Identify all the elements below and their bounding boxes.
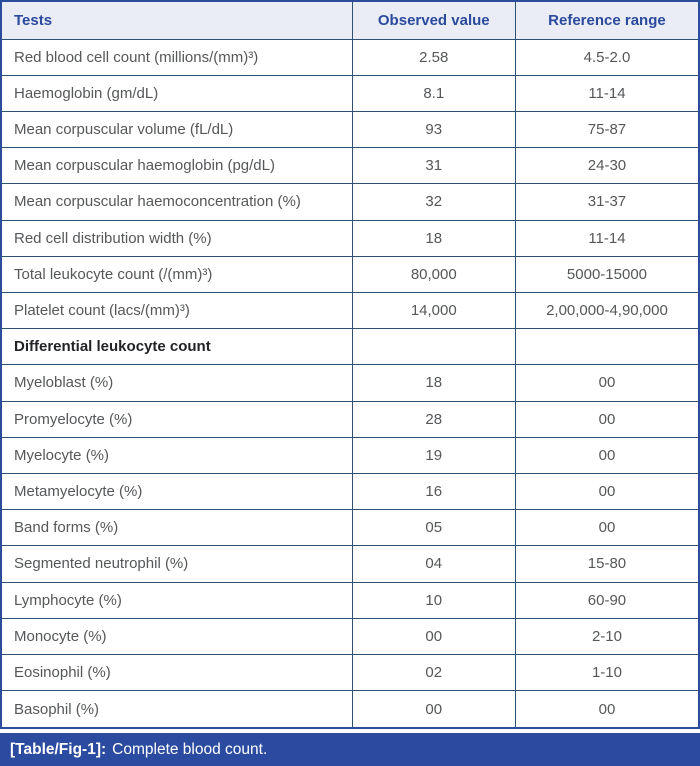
cell-reference-range: 15-80 <box>514 545 700 583</box>
table-row: Band forms (%) 05 00 <box>0 509 700 547</box>
cell-reference-range: 00 <box>514 690 700 729</box>
cbc-table: Tests Observed value Reference range Red… <box>0 0 700 729</box>
table-row: Platelet count (lacs/(mm)³) 14,000 2,00,… <box>0 291 700 330</box>
cell-test-name: Mean corpuscular volume (fL/dL) <box>0 110 353 149</box>
cell-test-name: Mean corpuscular haemoconcentration (%) <box>0 183 353 221</box>
table-row: Haemoglobin (gm/dL) 8.1 11-14 <box>0 74 700 112</box>
cell-observed-value: 18 <box>351 364 516 402</box>
caption-text: Complete blood count. <box>112 740 268 758</box>
cell-reference-range: 4.5-2.0 <box>514 38 700 76</box>
cell-reference-range: 00 <box>514 472 700 511</box>
cell-reference-range: 24-30 <box>514 147 700 185</box>
cell-test-name: Differential leukocyte count <box>0 328 353 366</box>
cell-reference-range: 2-10 <box>514 617 700 655</box>
cell-observed-value: 31 <box>351 147 516 185</box>
cell-test-name: Segmented neutrophil (%) <box>0 545 353 583</box>
table-row: Promyelocyte (%) 28 00 <box>0 400 700 438</box>
cell-reference-range: 11-14 <box>514 219 700 257</box>
cell-reference-range: 11-14 <box>514 74 700 112</box>
table-row: Metamyelocyte (%) 16 00 <box>0 472 700 511</box>
cell-reference-range: 60-90 <box>514 581 700 619</box>
table-body: Red blood cell count (millions/(mm)³) 2.… <box>0 38 700 729</box>
table-row: Red cell distribution width (%) 18 11-14 <box>0 219 700 257</box>
cell-observed-value: 93 <box>351 110 516 149</box>
cell-reference-range: 1-10 <box>514 653 700 692</box>
cell-reference-range: 2,00,000-4,90,000 <box>514 291 700 330</box>
table-row: Monocyte (%) 00 2-10 <box>0 617 700 655</box>
cell-test-name: Eosinophil (%) <box>0 653 353 692</box>
cell-test-name: Platelet count (lacs/(mm)³) <box>0 291 353 330</box>
cell-test-name: Band forms (%) <box>0 509 353 547</box>
table-row: Total leukocyte count (/(mm)³) 80,000 50… <box>0 255 700 293</box>
cell-test-name: Haemoglobin (gm/dL) <box>0 74 353 112</box>
cell-test-name: Red blood cell count (millions/(mm)³) <box>0 38 353 76</box>
cell-observed-value: 8.1 <box>351 74 516 112</box>
header-row: Tests Observed value Reference range <box>0 0 700 40</box>
table-row: Segmented neutrophil (%) 04 15-80 <box>0 545 700 583</box>
table-row: Mean corpuscular volume (fL/dL) 93 75-87 <box>0 110 700 149</box>
caption-label: [Table/Fig-1]: <box>10 740 107 758</box>
cell-reference-range: 00 <box>514 364 700 402</box>
column-header-reference-range: Reference range <box>514 0 700 40</box>
column-header-tests: Tests <box>0 0 353 40</box>
cell-reference-range: 5000-15000 <box>514 255 700 293</box>
cell-test-name: Metamyelocyte (%) <box>0 472 353 511</box>
cell-test-name: Basophil (%) <box>0 690 353 729</box>
table-header: Tests Observed value Reference range <box>0 0 700 40</box>
table-row: Basophil (%) 00 00 <box>0 690 700 729</box>
cell-observed-value: 16 <box>351 472 516 511</box>
cell-test-name: Myeloblast (%) <box>0 364 353 402</box>
cell-observed-value: 28 <box>351 400 516 438</box>
cell-observed-value: 02 <box>351 653 516 692</box>
column-header-observed-value: Observed value <box>351 0 516 40</box>
table-row: Differential leukocyte count <box>0 328 700 366</box>
cell-observed-value: 80,000 <box>351 255 516 293</box>
cell-reference-range: 00 <box>514 436 700 474</box>
figure-caption: [Table/Fig-1]: Complete blood count. <box>0 733 700 766</box>
cell-test-name: Myelocyte (%) <box>0 436 353 474</box>
cell-reference-range: 31-37 <box>514 183 700 221</box>
table-row: Mean corpuscular haemoglobin (pg/dL) 31 … <box>0 147 700 185</box>
cell-test-name: Lymphocyte (%) <box>0 581 353 619</box>
table-row: Eosinophil (%) 02 1-10 <box>0 653 700 692</box>
cell-test-name: Monocyte (%) <box>0 617 353 655</box>
cell-observed-value: 10 <box>351 581 516 619</box>
table-row: Myelocyte (%) 19 00 <box>0 436 700 474</box>
cell-observed-value: 32 <box>351 183 516 221</box>
cell-reference-range: 00 <box>514 400 700 438</box>
table-row: Mean corpuscular haemoconcentration (%) … <box>0 183 700 221</box>
cell-observed-value <box>351 328 516 366</box>
cell-reference-range: 00 <box>514 509 700 547</box>
cell-test-name: Red cell distribution width (%) <box>0 219 353 257</box>
cell-reference-range: 75-87 <box>514 110 700 149</box>
table-row: Red blood cell count (millions/(mm)³) 2.… <box>0 38 700 76</box>
table-row: Myeloblast (%) 18 00 <box>0 364 700 402</box>
cell-observed-value: 04 <box>351 545 516 583</box>
cell-observed-value: 00 <box>351 690 516 729</box>
cell-observed-value: 19 <box>351 436 516 474</box>
cell-observed-value: 14,000 <box>351 291 516 330</box>
cell-observed-value: 05 <box>351 509 516 547</box>
cell-test-name: Mean corpuscular haemoglobin (pg/dL) <box>0 147 353 185</box>
table-row: Lymphocyte (%) 10 60-90 <box>0 581 700 619</box>
cell-reference-range <box>514 328 700 366</box>
cell-observed-value: 18 <box>351 219 516 257</box>
cell-test-name: Promyelocyte (%) <box>0 400 353 438</box>
cell-test-name: Total leukocyte count (/(mm)³) <box>0 255 353 293</box>
cell-observed-value: 00 <box>351 617 516 655</box>
cell-observed-value: 2.58 <box>351 38 516 76</box>
